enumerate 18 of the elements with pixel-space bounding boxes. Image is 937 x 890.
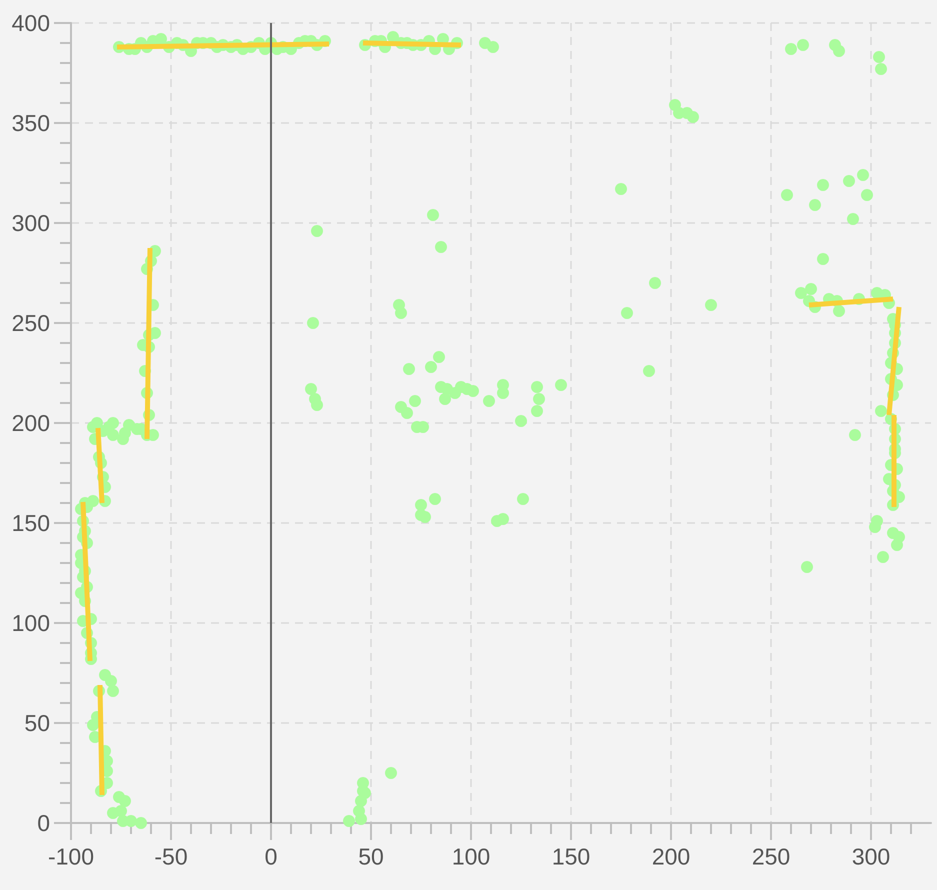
y-tick-label: 300: [12, 210, 50, 236]
x-tick-label: 100: [452, 844, 490, 870]
y-tick-label: 100: [12, 610, 50, 636]
x-tick-label: 250: [752, 844, 790, 870]
x-tick-label: 50: [358, 844, 384, 870]
x-tick-label: -100: [48, 844, 94, 870]
y-tick-label: 200: [12, 410, 50, 436]
y-tick-label: 150: [12, 510, 50, 536]
x-tick-label: 0: [264, 844, 278, 870]
y-tick-label: 400: [12, 10, 50, 36]
x-tick-label: 300: [852, 844, 890, 870]
y-tick-label: 350: [12, 110, 50, 136]
x-tick-label: -50: [154, 844, 188, 870]
y-tick-label: 250: [12, 310, 50, 336]
y-tick-label: 0: [37, 810, 50, 836]
y-tick-label: 50: [24, 710, 50, 736]
x-tick-label: 150: [552, 844, 590, 870]
x-tick-label: 200: [652, 844, 690, 870]
